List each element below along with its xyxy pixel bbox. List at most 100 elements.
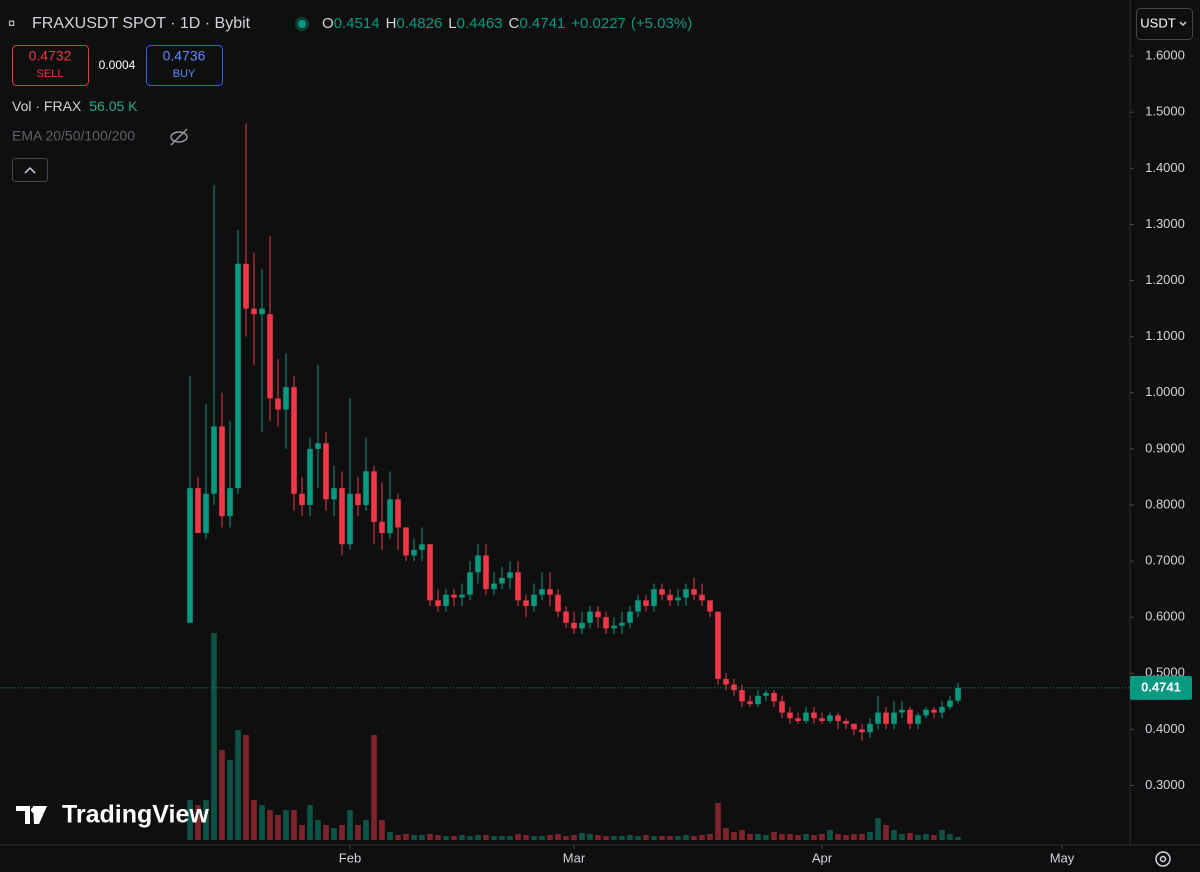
volume-bar	[875, 818, 881, 840]
candle-body	[547, 589, 553, 595]
candle-body	[587, 611, 593, 623]
volume-bar	[587, 834, 593, 840]
settings-icon[interactable]	[1155, 851, 1171, 867]
x-tick-label: May	[1050, 850, 1075, 865]
candle-body	[915, 715, 921, 724]
sell-button[interactable]: 0.4732 SELL	[12, 45, 89, 86]
ema-legend: EMA 20/50/100/200	[12, 128, 135, 144]
volume-bar	[475, 835, 481, 840]
buy-price[interactable]: 0.4736	[163, 48, 206, 64]
candle-body	[899, 709, 905, 713]
volume-bar	[499, 836, 505, 840]
candle-body	[931, 709, 937, 713]
volume-bar	[443, 836, 449, 840]
gear[interactable]	[1155, 851, 1171, 867]
candle-body	[395, 499, 401, 528]
candle-body	[675, 597, 681, 601]
eye-slash[interactable]	[170, 128, 188, 146]
sell-label[interactable]: SELL	[37, 68, 64, 80]
volume-bar	[883, 825, 889, 840]
candle-body	[467, 572, 473, 595]
volume-bar	[867, 832, 873, 840]
candle-body	[755, 695, 761, 705]
volume-bar	[411, 835, 417, 840]
volume-bar	[579, 833, 585, 840]
ohlc-letter: H	[386, 15, 397, 32]
volume-bar	[251, 800, 257, 840]
volume-bar	[747, 834, 753, 840]
volume-bar	[515, 834, 521, 840]
candle-body	[315, 443, 321, 449]
candle-body	[779, 701, 785, 713]
volume-bar	[371, 735, 377, 840]
volume-bar	[923, 834, 929, 840]
sell-box[interactable]	[12, 45, 89, 86]
status-dot	[298, 20, 306, 28]
x-tick-label: Feb	[339, 850, 361, 865]
candle-body	[955, 687, 961, 701]
candle-body	[291, 387, 297, 494]
ohlc-letter: O	[322, 15, 334, 32]
y-tick-label: 0.9000	[1145, 440, 1185, 455]
volume-bar	[707, 834, 713, 840]
y-tick-label: 1.0000	[1145, 384, 1185, 399]
volume-bar	[795, 835, 801, 840]
currency[interactable]: USDT	[1140, 15, 1175, 30]
candle-body	[435, 600, 441, 606]
buy-label[interactable]: BUY	[173, 68, 196, 80]
candle-body	[835, 715, 841, 721]
volume-bar	[243, 735, 249, 840]
volume-bar	[699, 835, 705, 840]
volume-name: Vol · FRAX	[12, 98, 82, 114]
candle-body	[299, 493, 305, 505]
volume-bar	[395, 835, 401, 840]
y-tick-label: 1.5000	[1145, 104, 1185, 119]
candle-body	[771, 692, 777, 702]
volume-bar	[739, 830, 745, 840]
candle-body	[347, 493, 353, 545]
dropdown-chevron[interactable]	[1179, 21, 1187, 27]
volume-bar	[771, 832, 777, 840]
volume-bar	[755, 834, 761, 840]
candle-body	[691, 589, 697, 595]
chevron-up[interactable]	[24, 166, 36, 174]
candle-body	[643, 600, 649, 606]
currency-box[interactable]	[1136, 8, 1193, 40]
volume-bar	[899, 834, 905, 840]
candle-body	[227, 488, 233, 517]
collapse-box[interactable]	[12, 158, 48, 182]
volume-bar	[827, 830, 833, 840]
volume-bar	[611, 836, 617, 840]
volume-bar	[363, 820, 369, 840]
candle-body	[267, 314, 273, 399]
eye[interactable]	[170, 131, 188, 143]
logo: TradingView	[16, 801, 209, 829]
volume-bar	[403, 834, 409, 840]
hide-icon[interactable]	[170, 128, 188, 146]
volume-bar	[483, 835, 489, 840]
volume-bar	[315, 820, 321, 840]
spread: 0.0004	[99, 58, 136, 72]
buy-box[interactable]	[146, 45, 223, 86]
buy-button[interactable]: 0.4736 BUY	[146, 45, 223, 86]
y-tick-label: 1.4000	[1145, 160, 1185, 175]
volume-bar	[651, 836, 657, 840]
candle-body	[379, 521, 385, 534]
candle-body	[211, 426, 217, 494]
candle-body	[923, 709, 929, 716]
candle-body	[507, 572, 513, 578]
candle-body	[819, 718, 825, 721]
ohlc-legend: O0.4514 H0.4826 L0.4463 C0.4741 +0.0227 (+5.0…	[322, 15, 692, 32]
candle-body	[451, 594, 457, 598]
ohlc-value: 0.4826	[396, 15, 442, 32]
gear-center[interactable]	[1159, 855, 1167, 863]
candle-body	[683, 589, 689, 598]
collapse-button[interactable]	[12, 158, 48, 182]
candle-body	[419, 544, 425, 550]
volume-bar	[203, 800, 209, 840]
sell-price[interactable]: 0.4732	[29, 48, 72, 64]
volume-bar	[803, 834, 809, 840]
volume-bar	[547, 835, 553, 840]
candle-body	[499, 577, 505, 584]
currency-dropdown[interactable]: USDT	[1136, 8, 1193, 40]
